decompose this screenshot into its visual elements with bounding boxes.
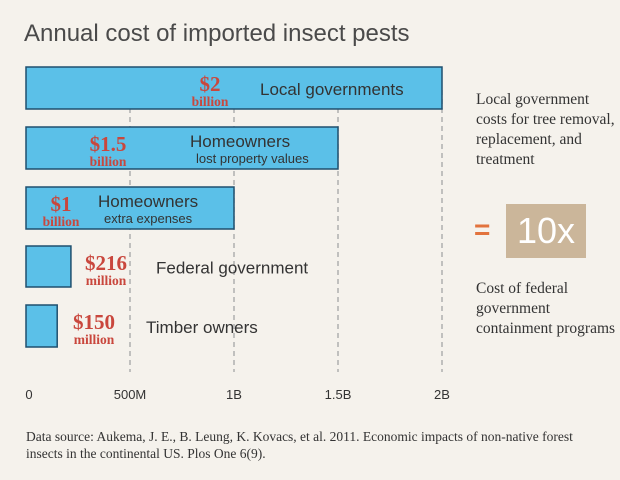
bar [25,304,58,348]
amount-unit-label: billion [192,94,229,109]
amount-label: $2 [200,72,221,96]
multiplier-badge: 10x [506,204,586,258]
category-label: Federal government [156,259,308,278]
x-tick-label: 2B [434,387,450,402]
x-tick-label: 500M [114,387,147,402]
category-label: Homeowners [190,132,290,151]
chart-title: Annual cost of imported insect pests [24,20,410,47]
source-note: Data source: Aukema, J. E., B. Leung, K.… [26,429,573,461]
category-label: Local governments [260,80,404,99]
category-label: Timber owners [146,318,258,337]
multiplier-text: 10x [516,210,576,251]
x-tick-label: 0 [25,387,32,402]
bar [25,126,339,170]
amount-label: $1.5 [90,132,127,156]
bar [25,66,443,110]
amount-label: $150 [73,310,115,334]
amount-unit-label: billion [43,214,80,229]
x-tick-label: 1.5B [325,387,352,402]
amount-unit-label: billion [90,154,127,169]
amount-label: $216 [85,251,127,275]
bar [25,245,72,288]
amount-unit-label: million [74,332,115,347]
category-sublabel: lost property values [196,151,309,166]
amount-label: $1 [51,192,72,216]
x-tick-label: 1B [226,387,242,402]
side-bottom-text: Cost of federal government containment p… [476,280,616,337]
side-top-text: Local government costs for tree removal,… [476,91,615,168]
equals-sign: = [474,214,491,245]
bar [25,186,235,230]
category-label: Homeowners [98,192,198,211]
category-sublabel: extra expenses [104,211,193,226]
amount-unit-label: million [86,273,127,288]
